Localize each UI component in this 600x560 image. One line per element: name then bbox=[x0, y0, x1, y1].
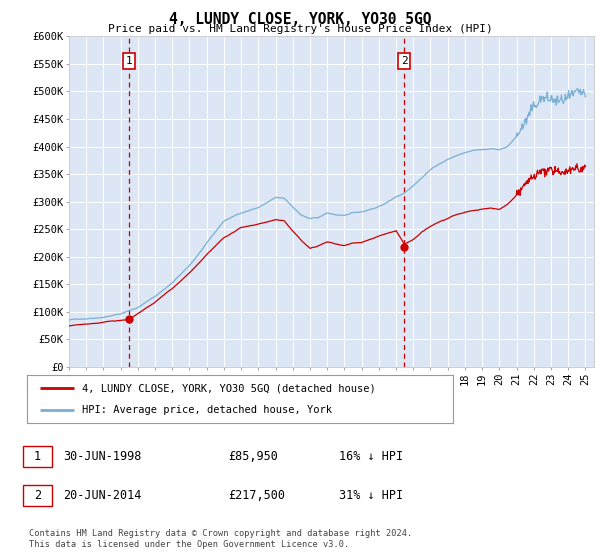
Text: £217,500: £217,500 bbox=[228, 489, 285, 502]
Text: 30-JUN-1998: 30-JUN-1998 bbox=[63, 450, 142, 463]
Text: 16% ↓ HPI: 16% ↓ HPI bbox=[339, 450, 403, 463]
Text: 2: 2 bbox=[401, 56, 407, 66]
Text: 31% ↓ HPI: 31% ↓ HPI bbox=[339, 489, 403, 502]
Text: 4, LUNDY CLOSE, YORK, YO30 5GQ: 4, LUNDY CLOSE, YORK, YO30 5GQ bbox=[169, 12, 431, 27]
Text: 2: 2 bbox=[34, 489, 41, 502]
Text: £85,950: £85,950 bbox=[228, 450, 278, 463]
Text: 1: 1 bbox=[126, 56, 133, 66]
Text: 20-JUN-2014: 20-JUN-2014 bbox=[63, 489, 142, 502]
Text: 4, LUNDY CLOSE, YORK, YO30 5GQ (detached house): 4, LUNDY CLOSE, YORK, YO30 5GQ (detached… bbox=[82, 383, 376, 393]
Text: Contains HM Land Registry data © Crown copyright and database right 2024.
This d: Contains HM Land Registry data © Crown c… bbox=[29, 529, 412, 549]
Text: Price paid vs. HM Land Registry's House Price Index (HPI): Price paid vs. HM Land Registry's House … bbox=[107, 24, 493, 34]
Text: HPI: Average price, detached house, York: HPI: Average price, detached house, York bbox=[82, 405, 332, 415]
Text: 1: 1 bbox=[34, 450, 41, 463]
